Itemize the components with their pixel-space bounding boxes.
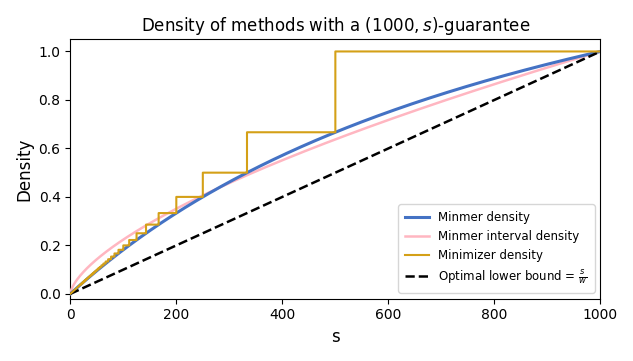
X-axis label: s: s bbox=[331, 328, 340, 346]
Y-axis label: Density: Density bbox=[15, 137, 33, 201]
Legend: Minmer density, Minmer interval density, Minimizer density, Optimal lower bound : Minmer density, Minmer interval density,… bbox=[398, 204, 594, 293]
Title: Density of methods with a (1000, $s$)-guarantee: Density of methods with a (1000, $s$)-gu… bbox=[141, 15, 530, 37]
